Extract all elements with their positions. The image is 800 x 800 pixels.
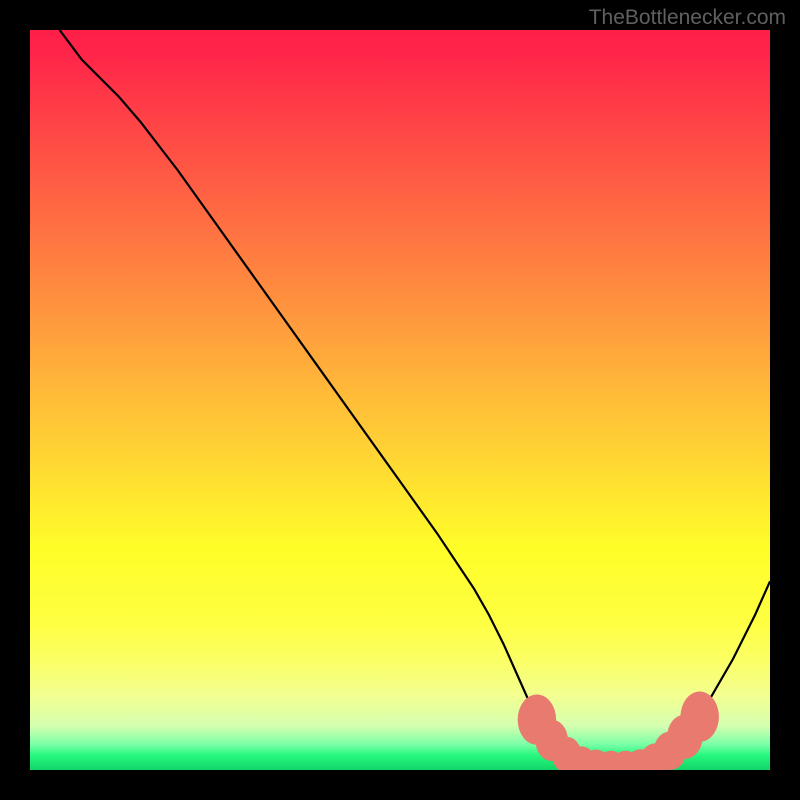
plot-area xyxy=(30,30,770,770)
watermark-text: TheBottlenecker.com xyxy=(589,6,786,30)
bottleneck-curve xyxy=(60,30,770,765)
curve-marker xyxy=(680,692,718,742)
curve-markers xyxy=(518,692,719,770)
chart-overlay xyxy=(30,30,770,770)
